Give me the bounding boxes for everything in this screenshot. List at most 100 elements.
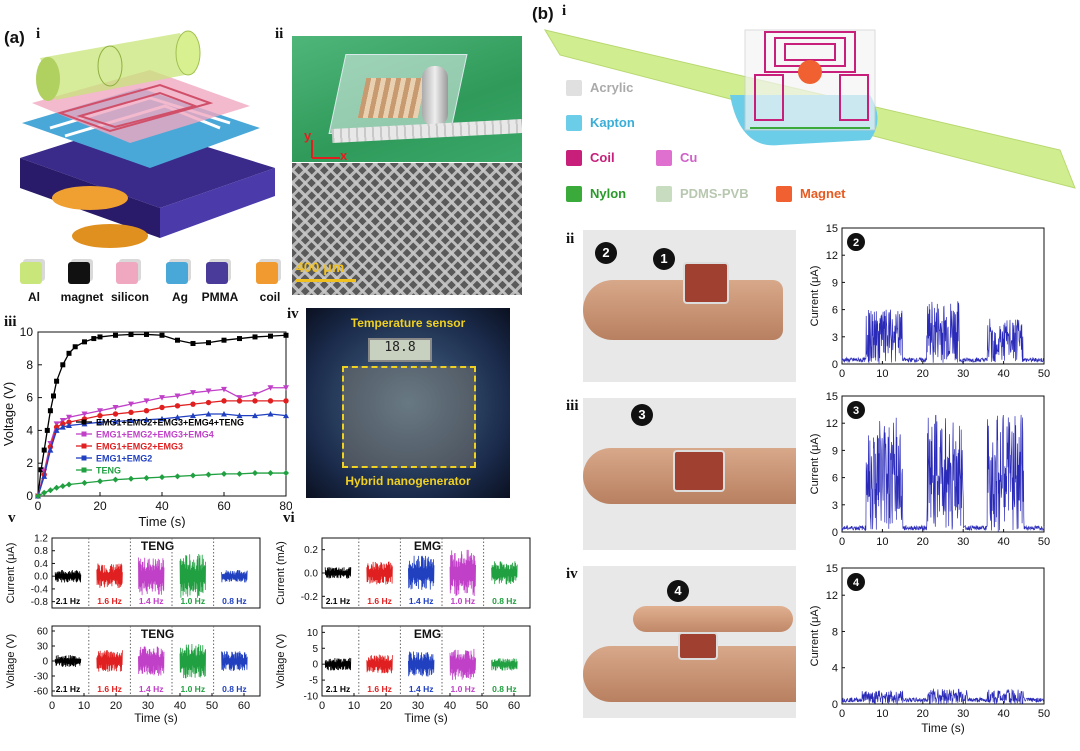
legend-swatch-kapton xyxy=(566,115,582,131)
signal-segment-2 xyxy=(408,555,435,590)
y-tick-label: 1.2 xyxy=(34,534,48,545)
x-tick-label: 40 xyxy=(155,499,169,513)
signal-segment-2 xyxy=(138,557,165,596)
data-point-s1 xyxy=(236,395,243,401)
data-point-s0 xyxy=(113,332,118,338)
panel-b-ii-label: ii xyxy=(566,231,575,247)
roller xyxy=(422,66,448,126)
chart-title: TENG xyxy=(141,627,174,641)
data-point-s2 xyxy=(190,401,196,407)
frequency-label-4: 0.8 Hz xyxy=(492,684,517,694)
material-label-al: Al xyxy=(28,290,40,304)
data-point-s3 xyxy=(283,412,289,419)
legend-label-nylon: Nylon xyxy=(590,186,627,201)
data-point-s3 xyxy=(221,411,227,417)
data-point-s0 xyxy=(221,337,227,343)
legend-swatch-magnet xyxy=(776,186,792,202)
data-point-s1 xyxy=(59,418,66,424)
scale-bar xyxy=(296,279,356,282)
data-point-s2 xyxy=(66,419,72,425)
y-tick-label: 4 xyxy=(26,423,33,437)
data-point-s4 xyxy=(283,470,289,477)
material-label-pmma: PMMA xyxy=(201,290,239,304)
side-coil-right xyxy=(839,74,869,121)
y-tick-label: 0 xyxy=(832,359,838,371)
frequency-label-2: 1.4 Hz xyxy=(139,596,164,606)
y-axis-label: Current (μA) xyxy=(809,434,821,495)
signal-segment-2 xyxy=(408,651,435,677)
y-tick-label: -0.4 xyxy=(31,584,49,595)
wrist-photo-ii: 2 1 xyxy=(583,230,796,382)
data-point-s2 xyxy=(112,411,119,417)
panel-b-iv-label: iv xyxy=(566,566,578,582)
marker-2: 2 xyxy=(595,242,617,264)
current-chart-iv: 0 4 8 12 15 0 10 20 30 40 50 Time (s) Current (μA) 4 xyxy=(809,563,1050,735)
y-tick-label: 2 xyxy=(26,456,33,470)
x-tick-label: 0 xyxy=(35,499,42,513)
signal-segment-3 xyxy=(449,549,476,597)
y-tick-label: 0.4 xyxy=(34,559,48,570)
data-point-s0 xyxy=(82,339,87,345)
x-tick-label: 80 xyxy=(279,499,292,513)
x-axis-label: Time (s) xyxy=(921,721,965,735)
wristband-illustration xyxy=(543,29,1076,189)
material-label-ag: Ag xyxy=(172,290,188,304)
y-tick-label: 3 xyxy=(832,500,838,512)
side-coil-left xyxy=(754,74,784,121)
x-tick-label: 0 xyxy=(49,700,55,712)
data-point-s4 xyxy=(236,470,243,477)
plot-frame xyxy=(321,625,531,697)
data-point-s2 xyxy=(236,398,243,404)
marker-3: 3 xyxy=(631,404,653,426)
x-tick-label: 30 xyxy=(412,700,424,712)
signal-segment-0 xyxy=(54,654,82,668)
data-point-s3 xyxy=(205,411,212,417)
material-swatch-coil xyxy=(256,262,278,284)
y-tick-label: 12 xyxy=(826,418,838,430)
frequency-label-0: 2.1 Hz xyxy=(326,596,351,606)
y-tick-label: 4 xyxy=(832,663,838,675)
data-point-s1 xyxy=(112,404,119,411)
data-point-s1 xyxy=(66,414,72,421)
x-tick-label: 10 xyxy=(876,368,888,380)
marker-label: 2 xyxy=(853,237,859,249)
y-tick-label: 15 xyxy=(826,391,838,403)
data-point-s0 xyxy=(206,340,211,346)
data-point-s1 xyxy=(128,401,134,408)
material-label-magnet: magnet xyxy=(60,290,104,304)
material-swatch-ag xyxy=(166,262,188,284)
frequency-label-0: 2.1 Hz xyxy=(326,684,351,694)
x-tick-label: 0 xyxy=(319,700,325,712)
data-point-s1 xyxy=(252,391,258,398)
y-tick-label: 12 xyxy=(826,590,838,602)
data-point-s4 xyxy=(174,473,181,480)
data-point-s1 xyxy=(143,398,150,404)
frequency-label-4: 0.8 Hz xyxy=(222,596,247,606)
data-point-s4 xyxy=(221,470,227,477)
signal-segment-4 xyxy=(491,561,518,585)
frequency-label-3: 1.0 Hz xyxy=(451,596,476,606)
x-tick-label: 30 xyxy=(957,368,969,380)
data-point-s4 xyxy=(252,470,258,477)
data-point-s2 xyxy=(174,403,181,409)
x-tick-label: 10 xyxy=(876,536,888,548)
signal-segment-3 xyxy=(179,643,206,679)
data-point-s0 xyxy=(54,378,60,384)
current-chart-iii: 0 3 6 9 12 15 0 10 20 30 40 50 Current (μA) 3 xyxy=(809,391,1050,548)
signal-segment-4 xyxy=(221,569,248,583)
data-point-s2 xyxy=(159,404,165,411)
axis-x-label: x xyxy=(340,148,348,162)
legend-swatch-cu xyxy=(656,150,672,166)
y-axis-label: Voltage (V) xyxy=(5,634,17,688)
legend-marker-4 xyxy=(81,467,87,473)
y-axis-label: Current (mA) xyxy=(275,541,287,605)
data-point-s2 xyxy=(205,399,212,406)
data-point-s4 xyxy=(205,471,212,478)
frequency-label-1: 1.6 Hz xyxy=(367,596,392,606)
x-tick-label: 40 xyxy=(997,536,1009,548)
pmma-side xyxy=(160,168,275,238)
current-signal xyxy=(841,414,1045,532)
frequency-label-3: 1.0 Hz xyxy=(451,684,476,694)
y-tick-label: 60 xyxy=(37,627,49,638)
data-point-s4 xyxy=(53,484,60,491)
